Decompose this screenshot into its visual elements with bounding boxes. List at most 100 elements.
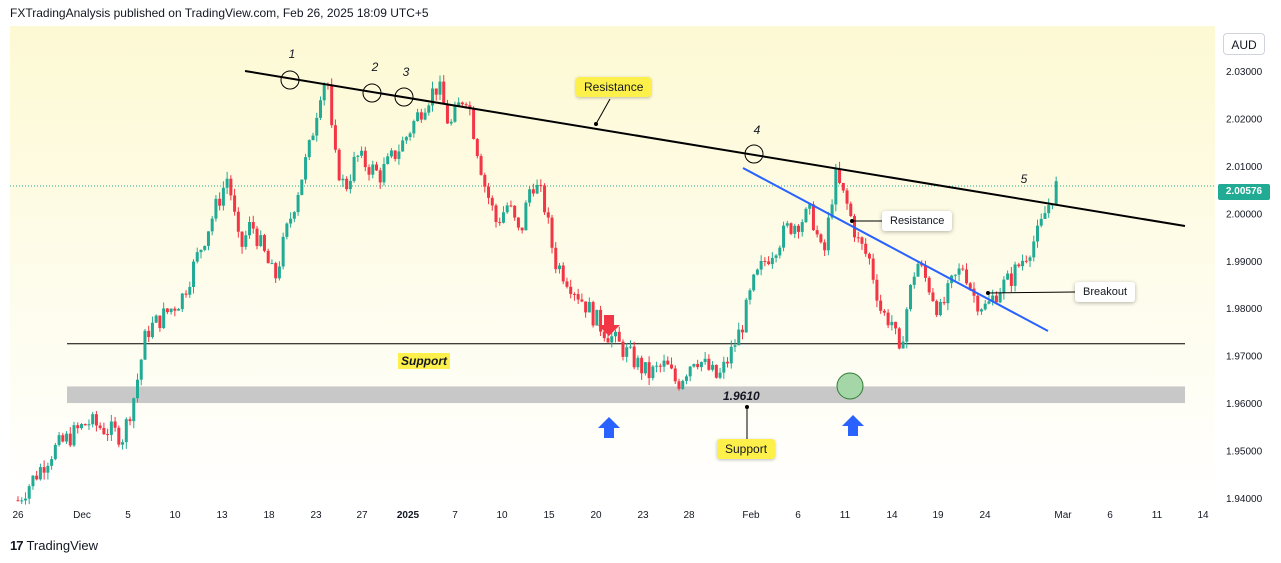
touch-point-label: 3 [403,65,410,79]
candle-body [625,347,629,357]
touch-circle [744,144,764,164]
candle-body [785,223,789,226]
candle-body [1021,260,1025,267]
y-tick-label: 2.03000 [1226,67,1263,78]
breakout-leader-dot [986,291,990,295]
candle-body [292,212,296,219]
candle-body [68,433,72,446]
candle-body [162,308,166,328]
candle-body [363,150,367,168]
candle-body [404,137,408,141]
candle-body [655,365,659,367]
candle-body [793,225,797,234]
candle-body [352,156,356,181]
candle-body [102,427,106,435]
resistance-leader-dot [594,122,598,126]
candle-body [737,329,741,346]
candle-body [76,425,80,429]
x-tick-label: 24 [979,510,991,521]
candle-body [744,299,748,333]
x-tick-label: 6 [1107,510,1113,521]
y-tick-label: 1.97000 [1226,352,1263,363]
candle-body [136,379,140,399]
candle-body [897,328,901,349]
candle-body [375,164,379,171]
candle-body [811,204,815,231]
breakout-leader [987,291,1076,294]
candle-body [248,222,252,236]
candle-body [106,434,110,436]
touch-point-label: 2 [371,60,379,74]
arrow-up-icon [598,417,620,438]
candle-body [599,309,603,332]
x-tick-label: 14 [1197,510,1209,521]
candle-body [1035,225,1039,242]
x-tick-label: Feb [742,510,760,521]
candle-body [16,500,20,502]
candle-body [333,125,337,150]
currency-button[interactable]: AUD [1223,33,1265,55]
candle-body [763,260,767,262]
candle-body [255,228,259,247]
candle-body [520,227,524,231]
candle-body [184,293,188,295]
candle-body [300,179,304,195]
candle-body [726,361,730,364]
candle-body [516,217,520,228]
candle-body [199,249,203,253]
touch-circle [394,87,414,107]
candle-body [909,284,913,310]
candle-body [445,104,449,124]
candle-body [647,362,651,379]
candle-body [296,194,300,213]
x-tick-label: 27 [356,510,368,521]
candle-body [236,211,240,232]
x-tick-label: 28 [683,510,695,521]
candle-body [602,331,606,339]
candle-body [748,290,752,300]
candle-body [397,151,401,159]
candle-body [572,293,576,295]
candle-body [946,283,950,304]
candle-body [923,265,927,278]
x-tick-label: 5 [125,510,131,521]
candle-body [487,186,491,198]
candle-body [920,263,924,266]
candle-body [442,81,446,105]
candle-body [524,202,528,231]
candle-body [117,427,121,445]
x-tick-label: Mar [1054,510,1072,521]
candle-body [427,105,431,113]
candle-body [1028,257,1032,261]
candle-body [886,312,890,326]
y-tick-label: 2.00000 [1226,209,1263,220]
candle-body [576,294,580,300]
candle-body [935,301,939,316]
candle-body [318,100,322,118]
support-label-zone: Support [717,439,776,459]
candle-body [789,223,793,234]
candle-body [124,419,128,443]
candle-body [281,236,285,267]
candle-body [244,235,248,247]
resistance-trendline [244,70,1186,227]
candle-body [628,346,632,348]
candle-body [266,250,270,264]
candle-body [468,105,472,109]
candle-body [513,205,517,218]
candle-body [841,182,845,191]
y-tick-label: 1.95000 [1226,446,1263,457]
tradingview-logo[interactable]: 17 TradingView [10,538,98,553]
candle-body [270,263,274,265]
support-touch-circle [836,372,864,400]
touch-circle [362,83,382,103]
candle-body [218,198,222,206]
candle-body [860,237,864,244]
candle-body [942,301,946,304]
candle-body [341,178,345,181]
candle-body [938,301,942,316]
candle-body [740,329,744,333]
candle-body [901,341,905,349]
candle-body [875,279,879,301]
